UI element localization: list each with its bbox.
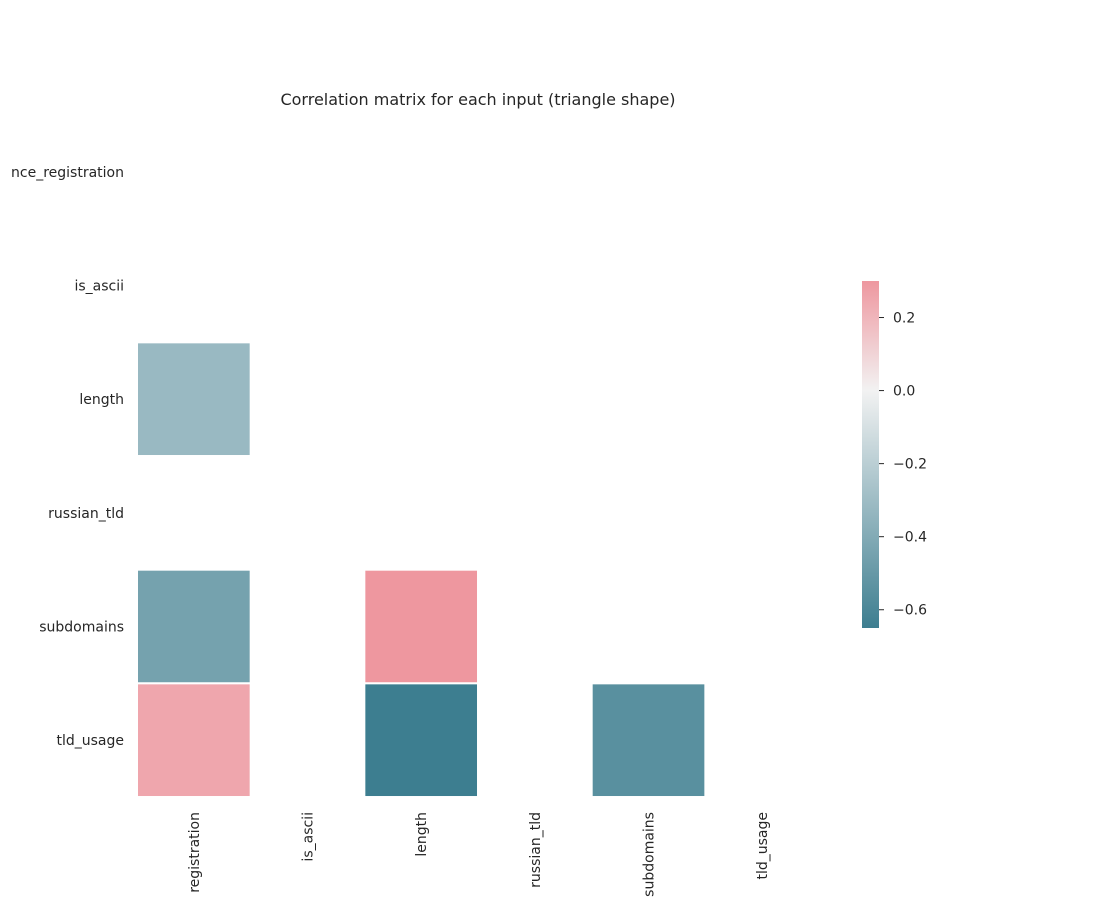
heatmap-cell [363,568,480,685]
heatmap-cell [136,568,252,685]
y-tick-label: subdomains [39,620,124,636]
colorbar-tick-label: 0.2 [893,311,915,327]
x-tick-label: tld_usage [755,812,771,880]
y-tick-label: length [79,392,124,408]
colorbar-tick-label: −0.6 [893,603,927,619]
x-tick-label: russian_tld [528,812,544,888]
x-tick-labels: registration is_ascii length russian_tld sub… [187,812,771,897]
colorbar: 0.2 0.0 −0.2 −0.4 −0.6 [862,281,927,628]
x-tick-label: is_ascii [301,812,317,862]
heatmap-cells [136,341,707,799]
y-tick-label: is_ascii [74,279,124,295]
y-tick-label: russian_tld [48,506,124,522]
chart-title: Correlation matrix for each input (trian… [280,90,675,109]
y-tick-label: nce_registration [11,165,124,181]
y-tick-label: tld_usage [56,733,124,749]
x-tick-label: length [414,812,430,857]
x-tick-label: registration [187,812,203,893]
x-tick-label: subdomains [642,812,658,897]
heatmap-cell [590,682,707,799]
colorbar-tick-label: −0.2 [893,457,927,473]
colorbar-tick-label: 0.0 [893,384,915,400]
heatmap-cell [136,341,252,458]
heatmap-cell [363,682,480,799]
colorbar-gradient [862,281,879,628]
colorbar-tick-label: −0.4 [893,530,927,546]
heatmap-cell [136,682,252,799]
